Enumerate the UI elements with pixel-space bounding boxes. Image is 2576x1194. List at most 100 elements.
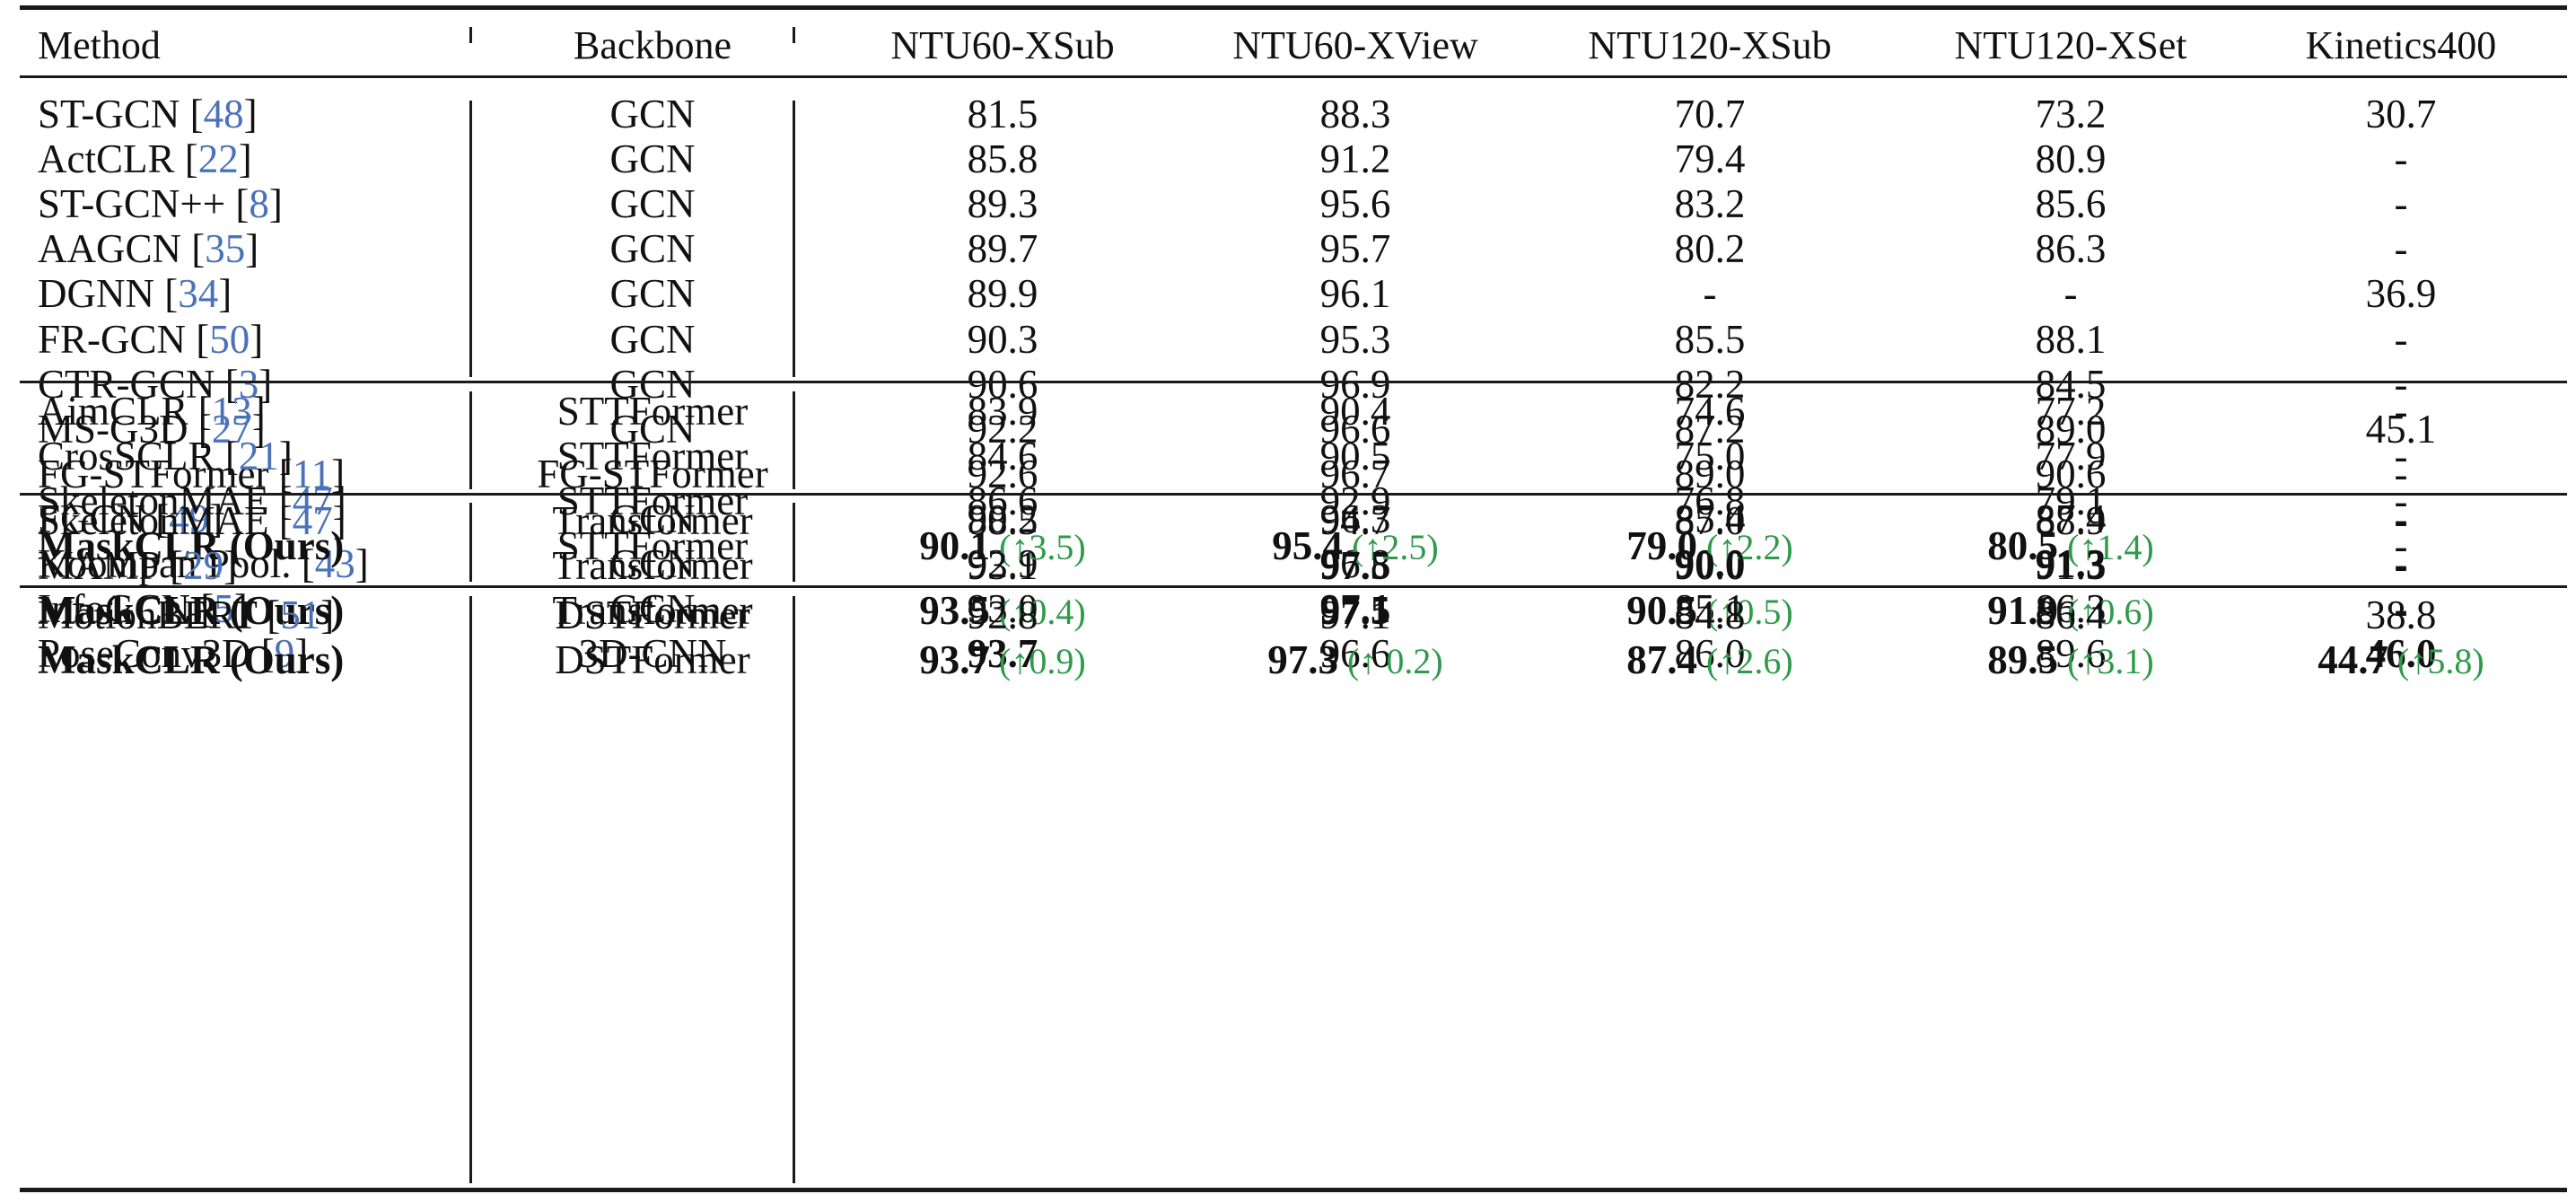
score-value: 90.5 xyxy=(1319,434,1391,479)
backbone-cell: 3D-CNN xyxy=(578,631,727,677)
header-kinetics400: Kinetics400 xyxy=(2305,23,2497,67)
score-value: 30.7 xyxy=(2365,92,2437,136)
score-value: 95.6 xyxy=(1319,181,1391,227)
method-name: SkeletonMAE xyxy=(38,478,269,524)
score-cell: 44.7 (↑5.8) xyxy=(2221,637,2576,682)
score-value: 79.0 xyxy=(1626,523,1698,569)
score-value: 89.6 xyxy=(2035,631,2107,677)
backbone-cell: FG-STFormer xyxy=(537,451,768,496)
citation-link[interactable]: 22 xyxy=(197,136,239,182)
citation-bracket: ] xyxy=(238,136,252,182)
backbone-cell: GCN xyxy=(609,496,696,541)
score-cell: 81.5 xyxy=(823,92,1182,136)
header-backbone: Backbone xyxy=(574,23,732,67)
citation-link[interactable]: 50 xyxy=(209,316,250,362)
score-value: 76.8 xyxy=(1674,478,1746,524)
score-cell: 85.4 xyxy=(1530,496,1889,541)
table-row: MAMP [29] Transformer 93.1 97.5 90.0 91.3 - xyxy=(20,543,2567,588)
score-value: - xyxy=(2394,523,2408,569)
citation-bracket: ] xyxy=(294,631,309,677)
backbone-cell: Transformer xyxy=(552,543,753,589)
score-cell: 73.2 xyxy=(1891,92,2250,136)
score-value: - xyxy=(2394,451,2408,496)
score-value: - xyxy=(2394,361,2408,407)
backbone-cell: GCN xyxy=(609,361,696,407)
score-cell: 89.5 (↑3.1) xyxy=(1891,637,2250,682)
score-cell: 70.7 xyxy=(1530,92,1889,136)
score-cell: 90.5 (↑0.5) xyxy=(1530,588,1889,633)
citation-bracket: ] xyxy=(331,451,346,496)
method-name: CTR-GCN xyxy=(38,361,215,407)
score-value: 95.3 xyxy=(1319,316,1391,362)
citation-link[interactable]: 9 xyxy=(274,631,295,677)
score-value: 92.2 xyxy=(967,406,1038,452)
score-cell: 86.3 xyxy=(1891,586,2250,631)
backbone-cell: GCN xyxy=(609,586,696,632)
improvement-delta: (↑0.4) xyxy=(990,592,1086,633)
score-value: 96.8 xyxy=(1319,541,1391,586)
citation-link[interactable]: 13 xyxy=(211,389,252,434)
score-cell: 88.3 xyxy=(1176,92,1535,136)
citation-link[interactable]: 47 xyxy=(292,498,333,543)
score-cell: 90.1 (↑3.5) xyxy=(823,523,1182,568)
score-value: 81.5 xyxy=(967,92,1038,136)
score-value: 75.0 xyxy=(1674,434,1746,479)
score-value: 90.0 xyxy=(1674,541,1746,586)
table-row: MS-G3D [27] GCN 92.2 96.6 87.2 89.0 45.1 xyxy=(20,407,2567,452)
score-cell: 95.6 xyxy=(1176,181,1535,226)
citation-bracket: ] xyxy=(278,434,293,479)
table-row: CTR-GCN [3] GCN 90.6 96.9 82.2 84.5 - xyxy=(20,362,2567,407)
table-row: Koompan Pool. [43] GCN 92.9 96.8 90.0 91.3 - xyxy=(20,541,2567,586)
citation-bracket: [ xyxy=(257,593,281,637)
backbone-cell: GCN xyxy=(609,226,696,272)
citation-link[interactable]: 48 xyxy=(203,92,244,136)
method-divider xyxy=(469,101,472,377)
score-cell: 91.9 (↑0.6) xyxy=(1891,588,2250,633)
score-cell: 77.9 xyxy=(1891,434,2250,478)
citation-link[interactable]: 21 xyxy=(238,434,279,479)
score-value: 87.2 xyxy=(1674,406,1746,452)
score-cell: - xyxy=(1530,271,1889,316)
citation-link[interactable]: 5 xyxy=(214,586,234,632)
score-cell: 86.0 xyxy=(1530,631,1889,676)
table-row: ST-GCN [48] GCN 81.5 88.3 70.7 73.2 30.7 xyxy=(20,92,2567,136)
score-cell: 95.3 xyxy=(1176,317,1535,362)
score-value: 80.9 xyxy=(2035,136,2107,182)
improvement-delta: (↑ 0.2) xyxy=(1338,641,1443,682)
score-value: 89.5 xyxy=(1987,637,2059,683)
score-value: 85.6 xyxy=(2035,181,2107,227)
citation-link[interactable]: 8 xyxy=(249,181,269,227)
citation-link[interactable]: 51 xyxy=(280,593,321,637)
score-value: 95.7 xyxy=(1319,226,1391,272)
method-cell: AAGCN [35] xyxy=(38,226,258,271)
score-value: 84.8 xyxy=(1674,593,1746,637)
score-value: 89.0 xyxy=(1674,451,1746,496)
score-cell: 79.0 (↑2.2) xyxy=(1530,523,1889,568)
citation-link[interactable]: 3 xyxy=(238,361,259,407)
score-value: - xyxy=(2394,316,2408,362)
citation-link[interactable]: 34 xyxy=(178,271,219,317)
backbone-cell: GCN xyxy=(609,541,696,586)
method-cell: DGNN [34] xyxy=(38,271,232,316)
citation-link[interactable]: 43 xyxy=(314,541,355,586)
score-value: 90.5 xyxy=(1626,588,1698,634)
backbone-cell: GCN xyxy=(609,181,696,227)
citation-bracket: ] xyxy=(251,389,266,434)
citation-link[interactable]: 27 xyxy=(211,406,252,452)
method-cell: CrosSCLR [21] xyxy=(38,434,293,478)
score-value: - xyxy=(2394,226,2408,272)
score-value: 79.1 xyxy=(2035,478,2107,524)
backbone-divider xyxy=(793,596,795,1183)
score-cell: - xyxy=(2221,136,2576,181)
citation-link[interactable]: 49 xyxy=(169,496,210,541)
citation-link[interactable]: 47 xyxy=(292,478,333,524)
table-row: ST-GCN++ [8] GCN 89.3 95.6 83.2 85.6 - xyxy=(20,181,2567,226)
improvement-delta: (↑3.5) xyxy=(990,527,1086,568)
score-value: 86.3 xyxy=(2035,586,2107,632)
citation-link[interactable]: 35 xyxy=(205,226,246,272)
backbone-cell: Transformer xyxy=(552,498,753,543)
citation-link[interactable]: 11 xyxy=(292,451,332,496)
method-divider xyxy=(469,27,472,43)
score-cell: 93.1 xyxy=(823,543,1182,588)
citation-link[interactable]: 29 xyxy=(183,543,224,589)
